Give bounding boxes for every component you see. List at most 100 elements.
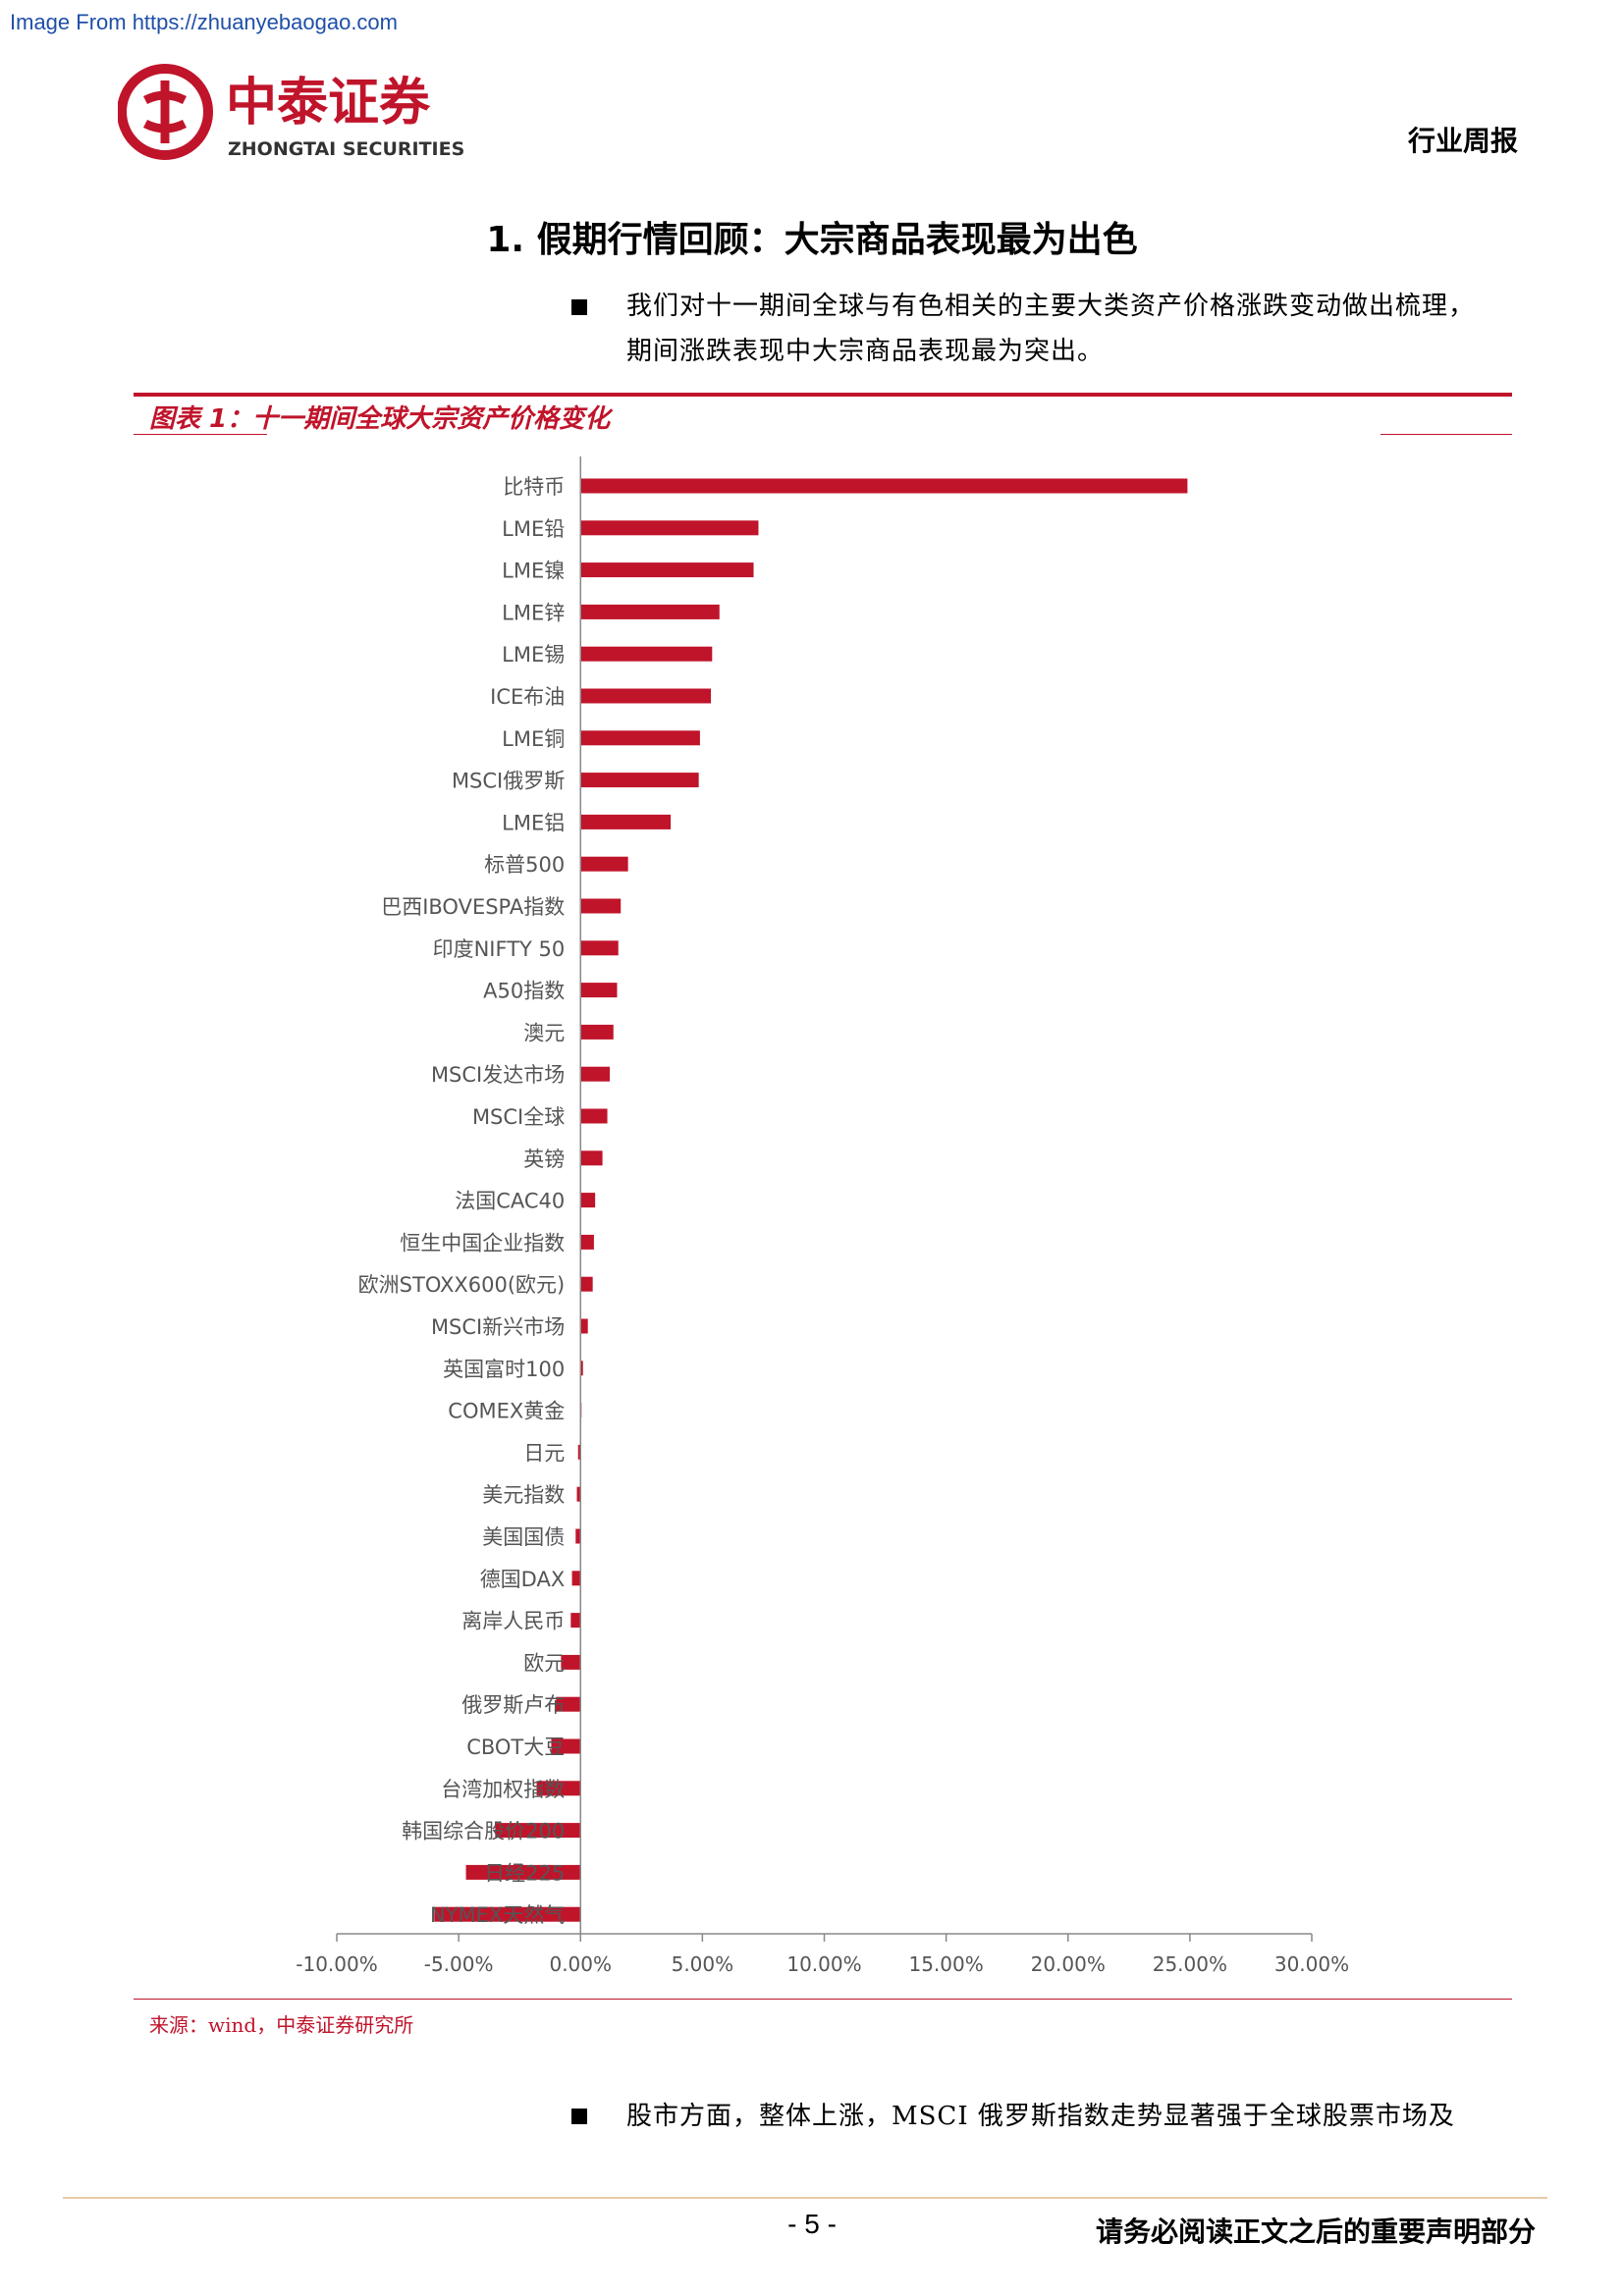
- x-tick-label: 25.00%: [1153, 1952, 1227, 1976]
- x-tick-label: 10.00%: [786, 1952, 861, 1976]
- figure-title-underline-right: [1380, 434, 1512, 435]
- bar: [580, 940, 619, 956]
- report-type: 行业周报: [1407, 125, 1518, 157]
- figure-title-underline-left: [134, 434, 267, 435]
- category-label: 恒生中国企业指数: [400, 1231, 565, 1255]
- category-label: MSCI全球: [472, 1105, 565, 1129]
- brand-en: ZHONGTAI SECURITIES: [228, 138, 464, 160]
- category-label: 俄罗斯卢布: [461, 1693, 565, 1717]
- bar: [580, 604, 720, 619]
- category-label: 欧洲STOXX600(欧元): [358, 1273, 566, 1297]
- bar: [580, 1024, 614, 1040]
- bar: [580, 478, 1188, 494]
- category-label: 澳元: [523, 1021, 565, 1044]
- category-label: 印度NIFTY 50: [433, 937, 566, 961]
- bar: [434, 1906, 581, 1922]
- bar: [580, 1150, 603, 1166]
- bar: [536, 1781, 581, 1796]
- category-label: NYMEX天然气: [430, 1903, 565, 1927]
- category-label: CBOT大豆: [466, 1735, 565, 1759]
- category-label: 日经225: [484, 1861, 565, 1885]
- bar: [556, 1696, 581, 1712]
- category-label: 英镑: [523, 1148, 565, 1171]
- category-label: LME铅: [502, 517, 565, 541]
- bar: [580, 1193, 596, 1208]
- bar: [576, 1486, 581, 1502]
- x-tick-label: 5.00%: [672, 1952, 734, 1976]
- category-label: 标普500: [484, 853, 565, 877]
- bar: [580, 983, 618, 998]
- category-label: LME镍: [502, 560, 565, 583]
- bar: [570, 1613, 581, 1629]
- bar: [580, 646, 713, 662]
- bar: [580, 1066, 611, 1082]
- category-label: 离岸人民币: [461, 1610, 565, 1633]
- figure-title: 图表 1：十一期间全球大宗资产价格变化: [149, 404, 611, 434]
- bar-chart: 比特币 LME铅 LME镍 LME锌 LME锡 ICE布油 LME铜 MSCI俄罗斯 LME铝标…: [296, 456, 1349, 1976]
- x-tick-label: -10.00%: [296, 1952, 377, 1976]
- bar: [580, 773, 699, 788]
- figure-bottom-rule: [134, 1999, 1512, 2000]
- bar: [580, 1234, 594, 1250]
- category-label: ICE布油: [490, 685, 565, 709]
- x-tick-label: 30.00%: [1274, 1952, 1349, 1976]
- bar: [577, 1444, 581, 1460]
- bar: [495, 1823, 581, 1839]
- bar: [580, 730, 700, 746]
- bar: [561, 1654, 581, 1670]
- page-number: - 5 -: [787, 2209, 837, 2239]
- figure-top-rule: [134, 393, 1512, 397]
- category-label: LME铝: [502, 811, 565, 834]
- bar: [580, 856, 628, 872]
- category-label: MSCI新兴市场: [431, 1315, 565, 1339]
- bar: [580, 898, 622, 914]
- brand-cn: 中泰证券: [226, 74, 431, 133]
- category-label: 比特币: [503, 475, 565, 499]
- bar: [580, 1318, 588, 1334]
- bullet-icon: [571, 299, 587, 315]
- category-label: 台湾加权指数: [441, 1778, 565, 1801]
- category-label: 巴西IBOVESPA指数: [381, 895, 565, 919]
- footer-divider: [63, 2197, 1547, 2199]
- x-tick-label: 15.00%: [908, 1952, 983, 1976]
- bar: [580, 814, 672, 829]
- category-label: 美元指数: [482, 1483, 565, 1507]
- paragraph-1-line-1: 我们对十一期间全球与有色相关的主要大类资产价格涨跌变动做出梳理，: [626, 292, 1476, 321]
- category-label: 法国CAC40: [455, 1190, 565, 1213]
- x-tick-label: 0.00%: [549, 1952, 612, 1976]
- section-title: 1. 假期行情回顾：大宗商品表现最为出色: [486, 220, 1138, 260]
- bar: [575, 1528, 581, 1544]
- category-label: A50指数: [483, 980, 565, 1003]
- category-label: LME铜: [502, 727, 565, 751]
- bar: [580, 688, 712, 704]
- category-label: 日元: [523, 1441, 565, 1465]
- x-tick-label: -5.00%: [424, 1952, 494, 1976]
- x-tick-label: 20.00%: [1031, 1952, 1106, 1976]
- category-label: LME锌: [502, 601, 565, 624]
- category-label: LME锡: [502, 643, 565, 667]
- category-label: 欧元: [523, 1651, 565, 1675]
- logo-emblem-icon: 中泰证券 ZHONGTAI SECURITIES: [117, 64, 464, 160]
- disclaimer: 请务必阅读正文之后的重要声明部分: [1095, 2216, 1536, 2248]
- company-logo: 中泰证券 ZHONGTAI SECURITIES: [117, 61, 491, 169]
- paragraph-1-line-2: 期间涨跌表现中大宗商品表现最为突出。: [626, 337, 1105, 366]
- source-note: 来源：wind，中泰证券研究所: [149, 2013, 414, 2037]
- source-url: Image From https://zhuanyebaogao.com: [10, 10, 398, 34]
- category-label: 美国国债: [482, 1525, 565, 1549]
- bar: [580, 562, 754, 578]
- category-label: 韩国综合股价200: [402, 1820, 565, 1843]
- bar: [580, 520, 759, 536]
- bar: [580, 1276, 593, 1292]
- category-label: 德国DAX: [480, 1568, 566, 1591]
- category-label: 英国富时100: [443, 1358, 565, 1381]
- category-label: MSCI发达市场: [431, 1063, 565, 1087]
- bar: [571, 1571, 581, 1586]
- bullet-icon: [571, 2109, 587, 2124]
- category-label: COMEX黄金: [448, 1400, 565, 1423]
- category-label: MSCI俄罗斯: [452, 770, 565, 793]
- bar: [580, 1108, 608, 1124]
- bar: [551, 1738, 581, 1754]
- bar: [465, 1864, 581, 1880]
- bar: [580, 1361, 583, 1376]
- paragraph-2: 股市方面，整体上涨，MSCI 俄罗斯指数走势显著强于全球股票市场及: [626, 2102, 1455, 2131]
